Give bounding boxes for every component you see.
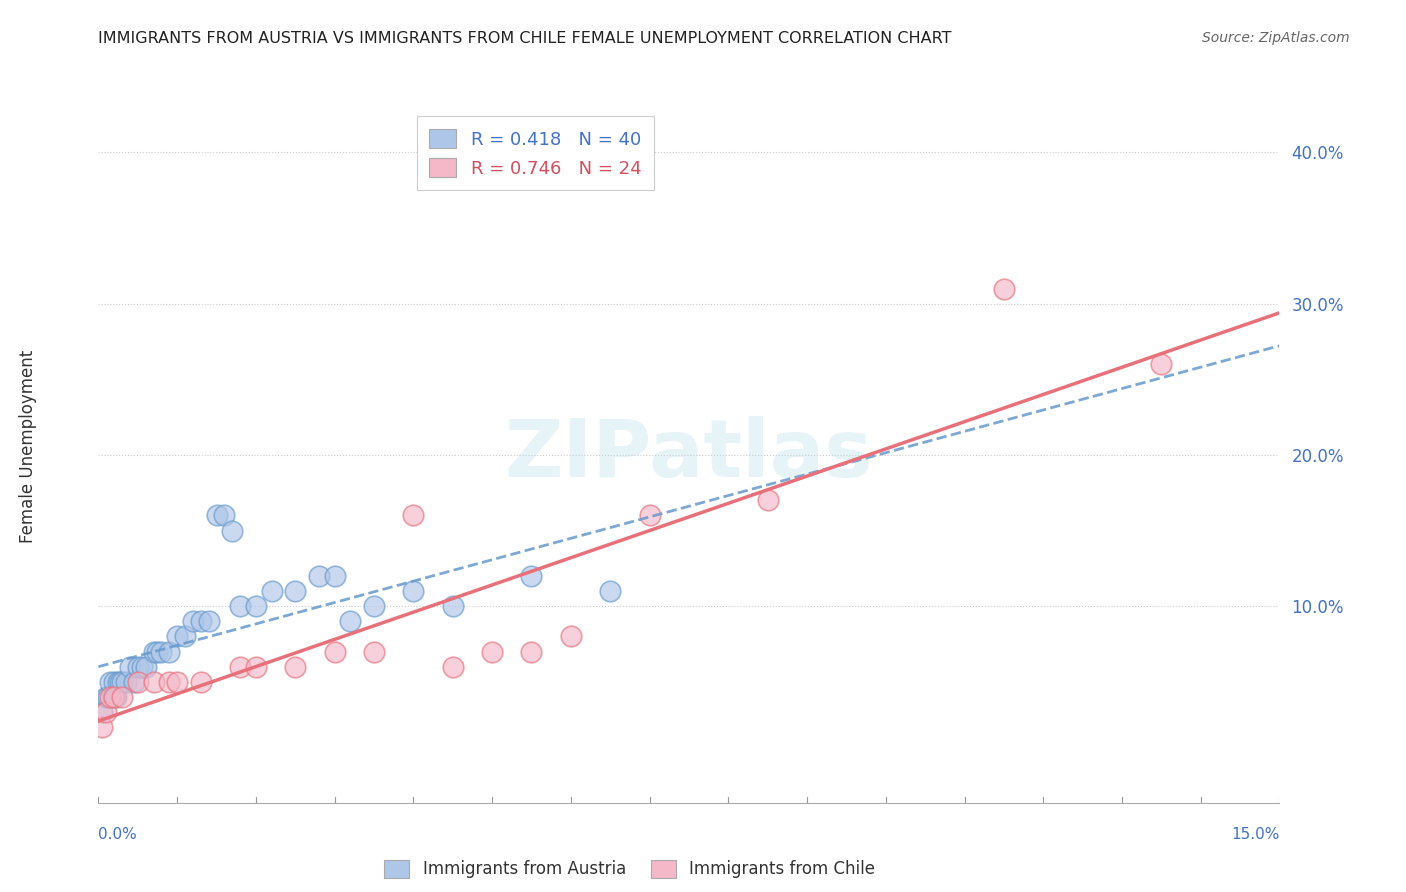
Point: [96, 705, 118, 719]
Text: IMMIGRANTS FROM AUSTRIA VS IMMIGRANTS FROM CHILE FEMALE UNEMPLOYMENT CORRELATION: IMMIGRANTS FROM AUSTRIA VS IMMIGRANTS FR…: [98, 31, 952, 46]
Point: [402, 508, 425, 523]
Point: [146, 644, 169, 658]
Text: 15.0%: 15.0%: [1232, 827, 1279, 841]
Point: [481, 644, 503, 658]
Point: [190, 674, 212, 689]
Point: [221, 524, 243, 538]
Point: [323, 644, 346, 658]
Point: [245, 599, 267, 614]
Point: [127, 659, 149, 673]
Text: 0.0%: 0.0%: [98, 827, 138, 841]
Point: [560, 629, 582, 643]
Point: [339, 615, 361, 629]
Point: [599, 584, 621, 599]
Point: [127, 674, 149, 689]
Point: [323, 569, 346, 583]
Point: [91, 720, 114, 734]
Point: [135, 659, 157, 673]
Point: [308, 569, 330, 583]
Point: [190, 615, 212, 629]
Point: [104, 690, 127, 704]
Text: Female Unemployment: Female Unemployment: [20, 350, 37, 542]
Point: [131, 659, 153, 673]
Point: [110, 674, 132, 689]
Point: [363, 644, 385, 658]
Point: [111, 674, 134, 689]
Legend: Immigrants from Austria, Immigrants from Chile: Immigrants from Austria, Immigrants from…: [378, 853, 882, 885]
Point: [229, 599, 252, 614]
Point: [157, 644, 180, 658]
Point: [96, 690, 118, 704]
Point: [363, 599, 385, 614]
Point: [197, 615, 219, 629]
Point: [97, 690, 120, 704]
Point: [122, 674, 145, 689]
Point: [103, 690, 125, 704]
Point: [174, 629, 197, 643]
Point: [142, 644, 165, 658]
Point: [284, 659, 307, 673]
Point: [91, 705, 114, 719]
Point: [441, 659, 464, 673]
Point: [118, 659, 141, 673]
Point: [166, 629, 188, 643]
Point: [157, 674, 180, 689]
Point: [756, 493, 779, 508]
Point: [260, 584, 283, 599]
Text: Source: ZipAtlas.com: Source: ZipAtlas.com: [1202, 31, 1350, 45]
Point: [101, 690, 124, 704]
Point: [166, 674, 188, 689]
Text: ZIPatlas: ZIPatlas: [505, 416, 873, 494]
Point: [142, 674, 165, 689]
Point: [993, 281, 1015, 295]
Point: [214, 508, 236, 523]
Point: [245, 659, 267, 673]
Point: [181, 615, 204, 629]
Point: [284, 584, 307, 599]
Point: [111, 690, 134, 704]
Point: [520, 569, 543, 583]
Point: [441, 599, 464, 614]
Point: [98, 690, 121, 704]
Point: [205, 508, 228, 523]
Point: [150, 644, 173, 658]
Point: [98, 674, 121, 689]
Point: [402, 584, 425, 599]
Point: [520, 644, 543, 658]
Point: [103, 674, 125, 689]
Point: [115, 674, 138, 689]
Point: [1150, 357, 1173, 371]
Point: [229, 659, 252, 673]
Point: [638, 508, 661, 523]
Point: [107, 674, 129, 689]
